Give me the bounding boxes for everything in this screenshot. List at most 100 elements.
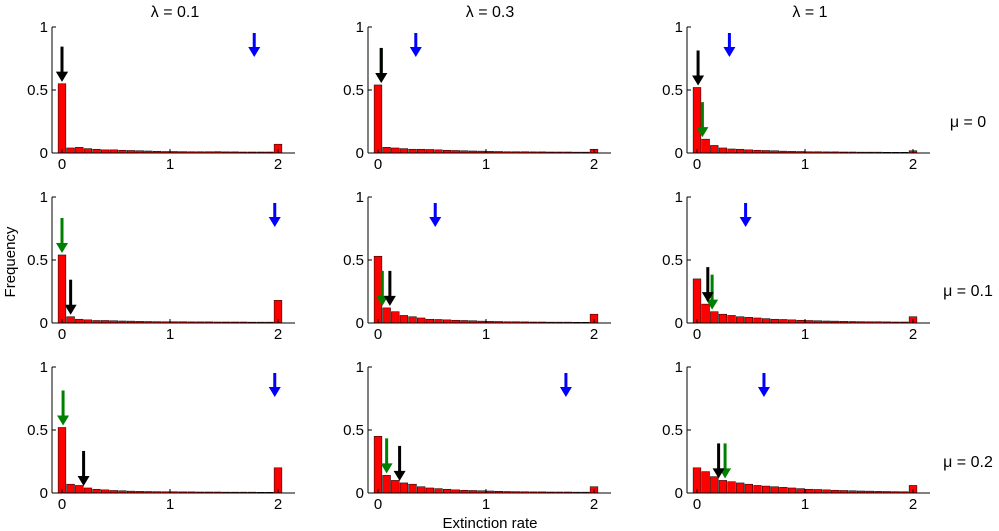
blue-arrow (723, 33, 736, 57)
x-tick-label: 0 (58, 326, 66, 343)
bar (770, 486, 779, 494)
bar (417, 148, 426, 154)
y-tick-label: 0.5 (343, 252, 364, 269)
y-tick-label: 1 (40, 359, 48, 376)
blue-arrow-head (268, 217, 281, 227)
x-tick-label: 2 (909, 156, 917, 173)
x-tick-label: 2 (274, 496, 282, 513)
blue-arrow-head (409, 47, 422, 57)
bar (399, 482, 409, 494)
bar (701, 138, 710, 154)
black-arrow-head (692, 75, 705, 86)
y-tick-label: 0.5 (27, 422, 48, 439)
y-tick-label: 0 (356, 315, 364, 332)
y-tick-label: 1 (40, 189, 48, 206)
panel-6: 0 0.5 1 0 1 2 (662, 189, 930, 343)
black-arrow (77, 450, 90, 486)
black-arrow (375, 47, 388, 83)
x-tick-label: 0 (693, 496, 701, 513)
green-arrow (706, 274, 719, 310)
blue-arrow (409, 33, 422, 57)
x-tick-label: 2 (590, 326, 598, 343)
blue-arrow (268, 203, 281, 227)
bar (75, 318, 84, 324)
bar (692, 278, 702, 324)
x-tick-label: 2 (274, 156, 282, 173)
bar (408, 316, 417, 324)
bar (373, 255, 383, 324)
bar (373, 436, 383, 494)
black-arrow-head (56, 71, 68, 82)
bar (727, 315, 736, 324)
y-tick-label: 0 (40, 485, 48, 502)
blue-arrow-head (268, 387, 281, 397)
bar (692, 87, 702, 154)
y-tick-label: 1 (675, 359, 683, 376)
green-arrow-head (57, 415, 70, 426)
bar (425, 487, 434, 494)
black-arrow (383, 270, 396, 306)
blue-arrow (429, 203, 442, 227)
black-arrow (393, 445, 406, 481)
bar (417, 486, 426, 494)
bar (442, 488, 452, 494)
panel-7: 0 0.5 1 0 1 2 (27, 359, 295, 513)
black-arrow-head (375, 72, 388, 83)
blue-arrow-head (723, 47, 736, 57)
y-tick-label: 0 (40, 315, 48, 332)
bar (736, 316, 745, 324)
bar (701, 471, 710, 494)
y-tick-label: 0 (675, 145, 683, 162)
bar (813, 489, 823, 494)
x-tick-label: 2 (590, 496, 598, 513)
black-arrow-head (64, 304, 77, 315)
bar (92, 148, 101, 154)
y-tick-label: 0.5 (343, 422, 364, 439)
bar (779, 319, 788, 324)
bar (83, 487, 93, 494)
panel-1: 0 0.5 1 0 1 2 (27, 19, 295, 173)
y-tick-label: 0 (675, 485, 683, 502)
bar (57, 254, 67, 324)
x-tick-label: 0 (374, 326, 382, 343)
bar (434, 488, 443, 494)
y-tick-label: 0 (40, 145, 48, 162)
blue-arrow-head (739, 217, 752, 227)
bar (66, 147, 75, 154)
y-tick-label: 0.5 (662, 422, 683, 439)
green-arrow (376, 270, 389, 306)
bar (382, 475, 391, 494)
blue-arrow-head (248, 47, 261, 57)
panels: 00.510 1 200.510 1 200.510 1 200.510 1 200.510 1 2… (27, 19, 930, 513)
x-tick-label: 2 (590, 156, 598, 173)
green-arrow-head (376, 295, 389, 306)
bar (391, 480, 400, 494)
blue-arrow-head (757, 387, 770, 397)
y-tick-label: 1 (356, 19, 364, 36)
bar (57, 83, 67, 154)
x-tick-label: 1 (482, 156, 490, 173)
bar (701, 303, 710, 324)
black-arrow (64, 279, 77, 315)
bar (718, 147, 728, 154)
row-label-3: μ = 0.2 (943, 454, 993, 471)
bar (83, 148, 93, 154)
bar (75, 147, 84, 154)
x-tick-label: 0 (58, 156, 66, 173)
black-arrow-head (701, 292, 714, 303)
x-tick-label: 2 (909, 496, 917, 513)
blue-arrow (739, 203, 752, 227)
y-tick-label: 1 (675, 189, 683, 206)
y-axis-label: Frequency (2, 226, 19, 297)
x-tick-label: 1 (166, 326, 174, 343)
y-tick-label: 1 (40, 19, 48, 36)
x-tick-label: 0 (693, 326, 701, 343)
bar (744, 317, 753, 324)
y-tick-label: 0.5 (662, 82, 683, 99)
y-tick-label: 1 (356, 189, 364, 206)
y-tick-label: 0.5 (343, 82, 364, 99)
green-arrow (57, 390, 70, 426)
bar (787, 487, 797, 494)
bar (761, 485, 771, 494)
x-tick-label: 0 (374, 496, 382, 513)
